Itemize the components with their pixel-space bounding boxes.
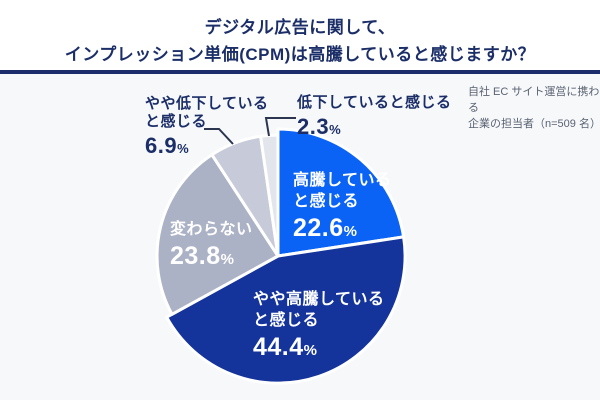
survey-note-line1: 自社 EC サイト運営に携わる <box>468 86 600 114</box>
percent-declining: 2.3% <box>297 114 341 139</box>
label-unchanged: 変わらない 23.8% <box>170 221 253 270</box>
label-declining: 低下していると感じる 2.3% <box>297 94 452 139</box>
leader-line-declining <box>264 117 296 137</box>
leader-line-slightly-declining <box>204 128 234 145</box>
survey-note: 自社 EC サイト運営に携わる 企業の担当者（n=509 名） <box>468 84 600 132</box>
label-slightly-declining: やや低下している と感じる 6.9% <box>145 95 269 158</box>
title-header: デジタル広告に関して、 インプレッション単価(CPM)は高騰していると感じますか… <box>0 0 600 74</box>
percent-slightly-rising: 44.4% <box>253 333 318 361</box>
pie-slice-rising <box>276 127 406 258</box>
percent-slightly-declining: 6.9% <box>145 133 189 158</box>
pie-slice-unchanged <box>155 153 280 316</box>
percent-unchanged: 23.8% <box>170 242 235 270</box>
chart-title-line2: インプレッション単価(CPM)は高騰していると感じますか？ <box>64 45 536 64</box>
pie-slice-slightly-rising <box>165 235 407 385</box>
survey-note-line2: 企業の担当者（n=509 名） <box>468 118 600 130</box>
label-slightly-rising: やや高騰している と感じる 44.4% <box>253 291 385 361</box>
chart-title-line1: デジタル広告に関して、 <box>204 18 396 37</box>
percent-rising: 22.6% <box>293 214 358 242</box>
label-rising: 高騰している と感じる 22.6% <box>293 172 392 242</box>
